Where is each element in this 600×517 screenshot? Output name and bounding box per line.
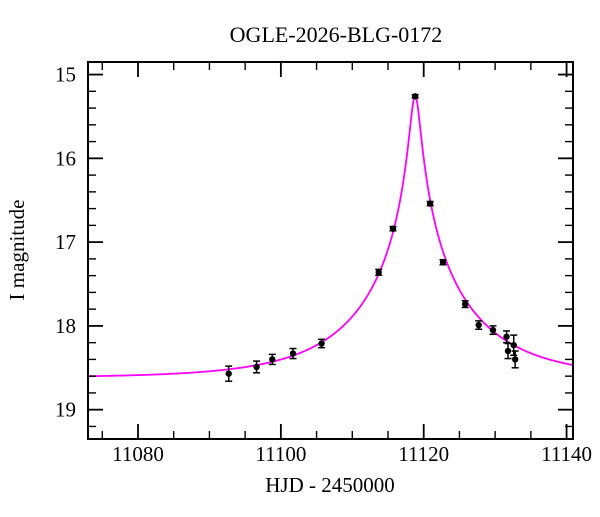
data-point-marker: [375, 269, 382, 276]
y-tick-label: 15: [55, 63, 76, 87]
data-point: [475, 320, 483, 331]
data-point: [489, 325, 497, 336]
data-point: [411, 93, 419, 100]
data-point: [253, 360, 261, 374]
data-point: [426, 200, 434, 207]
data-point-marker: [504, 347, 512, 355]
data-point: [268, 353, 276, 366]
y-tick-label: 17: [55, 230, 76, 254]
data-point-marker: [269, 356, 276, 363]
data-point: [375, 268, 383, 276]
data-point-marker: [426, 200, 434, 207]
data-point: [510, 334, 518, 356]
data-point-marker: [225, 370, 232, 377]
data-point: [503, 330, 511, 344]
data-point-marker: [510, 341, 517, 349]
data-point: [504, 342, 512, 360]
x-tick-label: 11120: [398, 442, 449, 466]
data-point-marker: [389, 225, 397, 232]
x-tick-labels-group: 11080 11100 11120 11140: [112, 442, 592, 466]
data-point: [511, 350, 519, 369]
data-point-marker: [461, 300, 469, 308]
data-point-marker: [503, 333, 510, 340]
chart-title: OGLE-2026-BLG-0172: [230, 22, 443, 47]
model-curve-group: [87, 94, 574, 378]
data-point: [439, 258, 447, 266]
data-point: [389, 225, 397, 232]
y-tick-label: 19: [55, 398, 76, 422]
data-point-marker: [411, 93, 419, 100]
x-tick-label: 11140: [541, 442, 592, 466]
axis-ticks-group: [89, 63, 572, 438]
plot-frame: [87, 61, 574, 440]
data-points-group: [225, 93, 519, 382]
y-tick-label: 18: [55, 314, 76, 338]
data-point: [225, 365, 233, 382]
data-point: [461, 300, 469, 309]
model-curve: [87, 94, 574, 378]
data-point-marker: [475, 321, 482, 329]
data-point-marker: [318, 340, 325, 347]
data-point: [289, 347, 297, 360]
data-point-marker: [489, 326, 497, 334]
data-point: [318, 338, 326, 349]
x-tick-label: 11080: [112, 442, 164, 466]
x-tick-label: 11100: [255, 442, 306, 466]
data-point-marker: [253, 363, 260, 371]
plot-frame-group: [87, 61, 574, 440]
data-point-marker: [289, 350, 297, 357]
data-point-marker: [439, 259, 447, 266]
data-point-marker: [511, 356, 519, 363]
y-tick-labels-group: 15 16 17 18 19: [55, 63, 76, 422]
y-axis-label: I magnitude: [5, 200, 29, 301]
y-tick-label: 16: [55, 146, 76, 170]
x-axis-label: HJD - 2450000: [265, 473, 395, 497]
